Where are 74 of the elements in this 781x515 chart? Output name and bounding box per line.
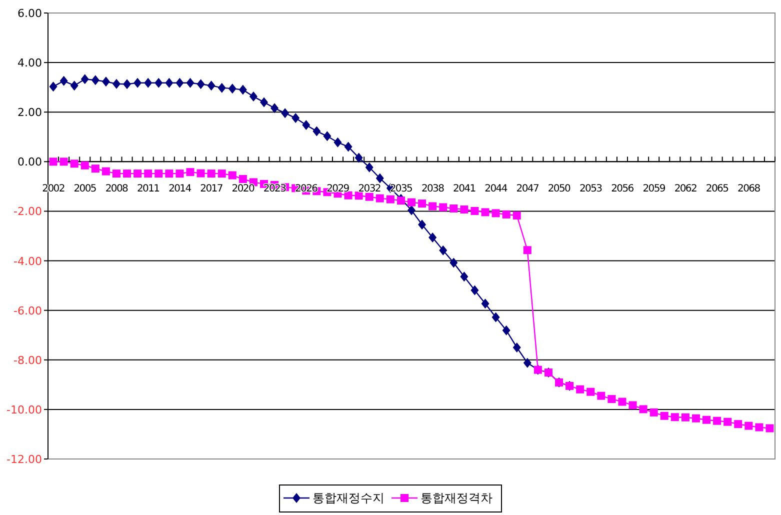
x-tick-label: 2011 bbox=[136, 184, 160, 195]
point bbox=[154, 78, 163, 88]
point bbox=[270, 103, 279, 114]
x-tick-label: 2032 bbox=[358, 184, 381, 195]
point bbox=[249, 92, 258, 102]
point bbox=[186, 78, 194, 88]
y-tick-label: -6.00 bbox=[14, 304, 42, 318]
point bbox=[492, 312, 500, 322]
y-tick-label: -12.00 bbox=[6, 453, 42, 466]
x-tick-label: 2068 bbox=[738, 184, 760, 195]
point bbox=[196, 79, 205, 90]
y-tick-label: -8.00 bbox=[14, 354, 42, 367]
point bbox=[354, 152, 363, 163]
point bbox=[334, 137, 342, 148]
x-tick-label: 2062 bbox=[674, 184, 698, 195]
point bbox=[238, 84, 247, 95]
y-tick-label: 6.00 bbox=[18, 7, 42, 20]
point bbox=[112, 78, 120, 89]
point bbox=[207, 80, 216, 91]
x-tick-label: 2008 bbox=[105, 184, 128, 195]
x-tick-label: 2038 bbox=[421, 184, 444, 195]
y-tick-label: -4.00 bbox=[14, 254, 42, 268]
point bbox=[165, 78, 174, 88]
y-tick-label: -2.00 bbox=[14, 205, 42, 218]
point bbox=[70, 80, 78, 91]
point bbox=[523, 358, 532, 368]
point bbox=[91, 75, 100, 86]
x-tick-label: 2053 bbox=[579, 184, 602, 195]
point bbox=[450, 258, 458, 268]
point bbox=[512, 342, 521, 352]
point bbox=[102, 76, 110, 87]
x-tick-label: 2059 bbox=[642, 184, 666, 195]
point bbox=[218, 82, 226, 93]
point bbox=[80, 74, 89, 84]
point bbox=[123, 79, 132, 90]
point bbox=[323, 131, 332, 142]
point bbox=[144, 78, 152, 88]
x-tick-label: 2047 bbox=[516, 184, 539, 195]
point bbox=[49, 82, 58, 92]
x-tick-label: 2017 bbox=[200, 184, 223, 195]
point bbox=[228, 84, 236, 94]
x-tick-label: 2050 bbox=[548, 184, 571, 195]
point bbox=[376, 173, 384, 184]
x-tick-label: 2044 bbox=[484, 184, 508, 195]
legend-label: 통합재정수지 bbox=[312, 491, 384, 505]
x-tick-label: 2020 bbox=[232, 184, 254, 195]
point bbox=[365, 162, 374, 172]
y-tick-label: 4.00 bbox=[18, 56, 42, 70]
point bbox=[428, 232, 437, 242]
y-tick-label: 2.00 bbox=[18, 106, 42, 120]
x-tick-label: 2005 bbox=[74, 184, 96, 195]
x-tick-label: 2056 bbox=[611, 184, 634, 195]
point bbox=[481, 298, 490, 309]
point bbox=[134, 78, 142, 88]
x-tick-label: 2065 bbox=[706, 184, 729, 195]
point bbox=[502, 325, 510, 336]
y-tick-label: -10.00 bbox=[6, 403, 42, 416]
legend-label: 통합재정격차 bbox=[420, 491, 492, 505]
point bbox=[292, 113, 300, 124]
point bbox=[408, 205, 416, 216]
point bbox=[312, 126, 321, 136]
point bbox=[439, 245, 448, 256]
point bbox=[344, 142, 352, 152]
point bbox=[176, 78, 184, 88]
point bbox=[418, 220, 426, 230]
point bbox=[260, 97, 268, 108]
x-tick-label: 2041 bbox=[453, 184, 476, 195]
point bbox=[460, 272, 468, 282]
point bbox=[281, 108, 290, 118]
point bbox=[302, 120, 310, 130]
y-tick-label: 0.00 bbox=[18, 156, 42, 169]
point bbox=[470, 285, 479, 296]
point bbox=[60, 76, 68, 86]
x-tick-label: 2014 bbox=[168, 184, 192, 195]
